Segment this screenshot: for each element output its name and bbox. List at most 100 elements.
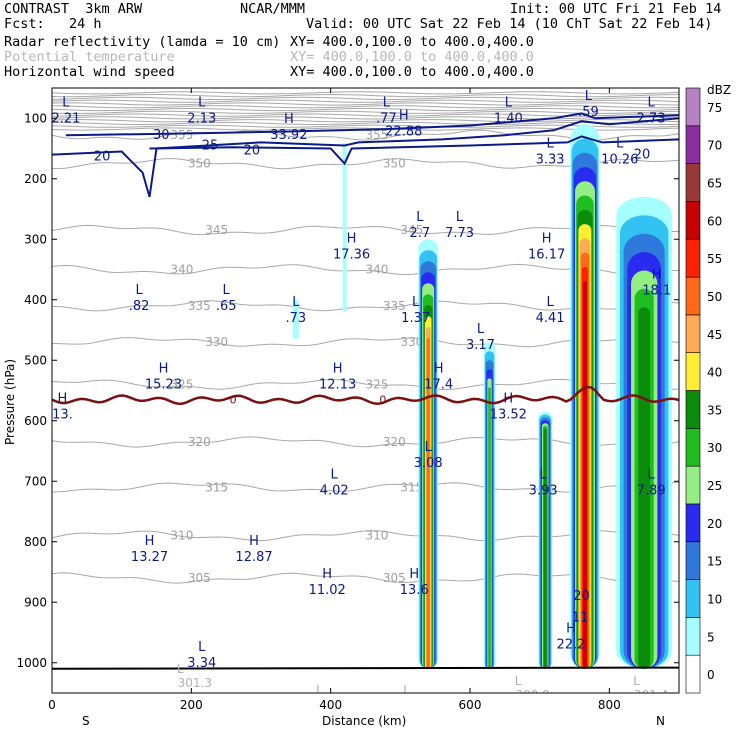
extremum-value: 3.33 bbox=[536, 152, 565, 167]
x-tick-label: 800 bbox=[598, 698, 621, 712]
extremum-value: 17.4 bbox=[424, 377, 453, 392]
extremum-value: 2.73 bbox=[637, 111, 666, 126]
theta-strat-line bbox=[52, 121, 679, 125]
colorbar-swatch-15 bbox=[685, 541, 701, 580]
y-tick-label: 500 bbox=[24, 353, 47, 367]
theta-label-315: 315 bbox=[205, 480, 228, 494]
colorbar-label: 40 bbox=[707, 366, 722, 380]
colorbar-label: 75 bbox=[707, 101, 722, 115]
colorbar-label: 5 bbox=[707, 630, 715, 644]
theta-strat-line bbox=[52, 116, 679, 120]
theta-strat-line bbox=[52, 93, 679, 98]
extremum-marker: L bbox=[425, 440, 433, 455]
theta-extremum-marker: L bbox=[316, 683, 323, 697]
theta-extremum-marker: L bbox=[515, 674, 522, 688]
theta-label-335: 335 bbox=[383, 299, 406, 313]
extremum-value: 2.13 bbox=[187, 111, 216, 126]
extremum-marker: L bbox=[546, 295, 554, 310]
extremum-annotation: L3.08 bbox=[414, 440, 443, 471]
theta-strat-line bbox=[52, 96, 679, 101]
extremum-marker: H bbox=[145, 534, 155, 549]
reflectivity-column-0-50dbz bbox=[426, 338, 430, 669]
extremum-value: 4.02 bbox=[320, 483, 349, 498]
x-tick-label: 400 bbox=[319, 698, 342, 712]
field-wind-xy: XY= 400.0,100.0 to 400.0,400.0 bbox=[290, 64, 534, 80]
extremum-value: 16.17 bbox=[528, 247, 565, 262]
colorbar-swatch-50 bbox=[685, 276, 701, 316]
extremum-marker: L bbox=[412, 295, 420, 310]
extremum-annotation: L3.93 bbox=[529, 467, 558, 498]
wind-contour-label-0: 30 bbox=[153, 128, 170, 143]
colorbar-swatch-10 bbox=[685, 579, 701, 618]
extremum-value: 3.17 bbox=[466, 338, 495, 353]
extremum-annotation: H11.02 bbox=[309, 567, 346, 598]
colorbar-swatch-75 bbox=[685, 87, 701, 127]
extremum-marker: L bbox=[616, 136, 624, 151]
extremum-value: 1.40 bbox=[494, 111, 523, 126]
theta-label-325: 325 bbox=[366, 377, 389, 391]
extremum-value: 1.37 bbox=[401, 311, 430, 326]
plot-frame bbox=[51, 87, 680, 694]
extremum-annotation: H13.52 bbox=[490, 392, 527, 423]
x-end-left: S bbox=[82, 714, 90, 728]
extremum-value: 11 bbox=[572, 610, 589, 625]
colorbar-label: 15 bbox=[707, 555, 722, 569]
extremum-value: 3.93 bbox=[529, 483, 558, 498]
extremum-marker: H bbox=[652, 268, 662, 283]
colorbar-label: 30 bbox=[707, 441, 722, 455]
extremum-annotation: H22.2 bbox=[557, 622, 586, 653]
extremum-value: 2.7 bbox=[409, 226, 430, 241]
extremum-marker: H bbox=[333, 361, 343, 376]
theta-label-305: 305 bbox=[383, 571, 406, 585]
colorbar-swatch-5 bbox=[685, 617, 701, 656]
extremum-annotation: H18.1 bbox=[642, 268, 671, 299]
wind-contour-label-1: 25 bbox=[202, 138, 219, 153]
extremum-marker: H bbox=[434, 361, 444, 376]
extremum-annotation: L3.33 bbox=[536, 136, 565, 167]
extremum-value: 33.92 bbox=[270, 128, 307, 143]
extremum-marker: L bbox=[648, 467, 656, 482]
extremum-annotation: H17.36 bbox=[333, 231, 370, 262]
extremum-marker: L bbox=[546, 136, 554, 151]
extremum-marker: L bbox=[292, 295, 300, 310]
y-tick-label: 600 bbox=[24, 414, 47, 428]
extremum-marker: L bbox=[135, 283, 143, 298]
colorbar-swatch-25 bbox=[685, 465, 701, 505]
extremum-annotation: H16.17 bbox=[528, 231, 565, 262]
theta-strat-line bbox=[52, 107, 679, 112]
extremum-value: 20 bbox=[573, 589, 590, 604]
theta-label-310: 310 bbox=[366, 529, 389, 543]
theta-label-340: 340 bbox=[170, 263, 193, 277]
extremum-marker: L bbox=[585, 89, 593, 104]
field-wind: Horizontal wind speed bbox=[4, 64, 175, 80]
y-tick-label: 400 bbox=[24, 293, 47, 307]
extremum-marker: L bbox=[477, 322, 485, 337]
extremum-marker: L bbox=[331, 467, 339, 482]
x-end-right: N bbox=[656, 714, 665, 728]
header-line-1: CONTRAST 3km ARW bbox=[4, 1, 143, 17]
theta-strat-line bbox=[52, 110, 679, 114]
extremum-value: 10.26 bbox=[601, 152, 638, 167]
colorbar-label: 35 bbox=[707, 403, 722, 417]
reflectivity-column-2-35dbz bbox=[543, 428, 547, 669]
extremum-value: 17.36 bbox=[333, 247, 370, 262]
freezing-line bbox=[52, 385, 679, 406]
field-theta: Potential temperature bbox=[4, 49, 175, 65]
freezing-line-label: 0 bbox=[230, 394, 237, 407]
extremum-annotation: H12.87 bbox=[235, 534, 272, 565]
colorbar-label: 65 bbox=[707, 177, 722, 191]
freezing-line-label: 0 bbox=[379, 394, 386, 407]
header-center: NCAR/MMM bbox=[240, 1, 306, 17]
theta-label-310: 310 bbox=[170, 529, 193, 543]
extremum-annotation: L7.89 bbox=[637, 467, 666, 498]
extremum-value: 13. bbox=[52, 408, 73, 423]
header-line-2: Fcst: 24 h bbox=[4, 16, 102, 32]
colorbar-label: 60 bbox=[707, 214, 722, 228]
colorbar-label: 70 bbox=[707, 139, 722, 153]
extremum-value: 13.27 bbox=[131, 550, 168, 565]
extremum-annotation: L.59 bbox=[578, 89, 599, 120]
reflectivity-cell-0 bbox=[292, 299, 299, 340]
header-valid: Valid: 00 UTC Sat 22 Feb 14 (10 ChT Sat … bbox=[306, 16, 713, 32]
colorbar-swatch-55 bbox=[685, 238, 701, 278]
theta-extremum-marker: L bbox=[403, 683, 410, 697]
